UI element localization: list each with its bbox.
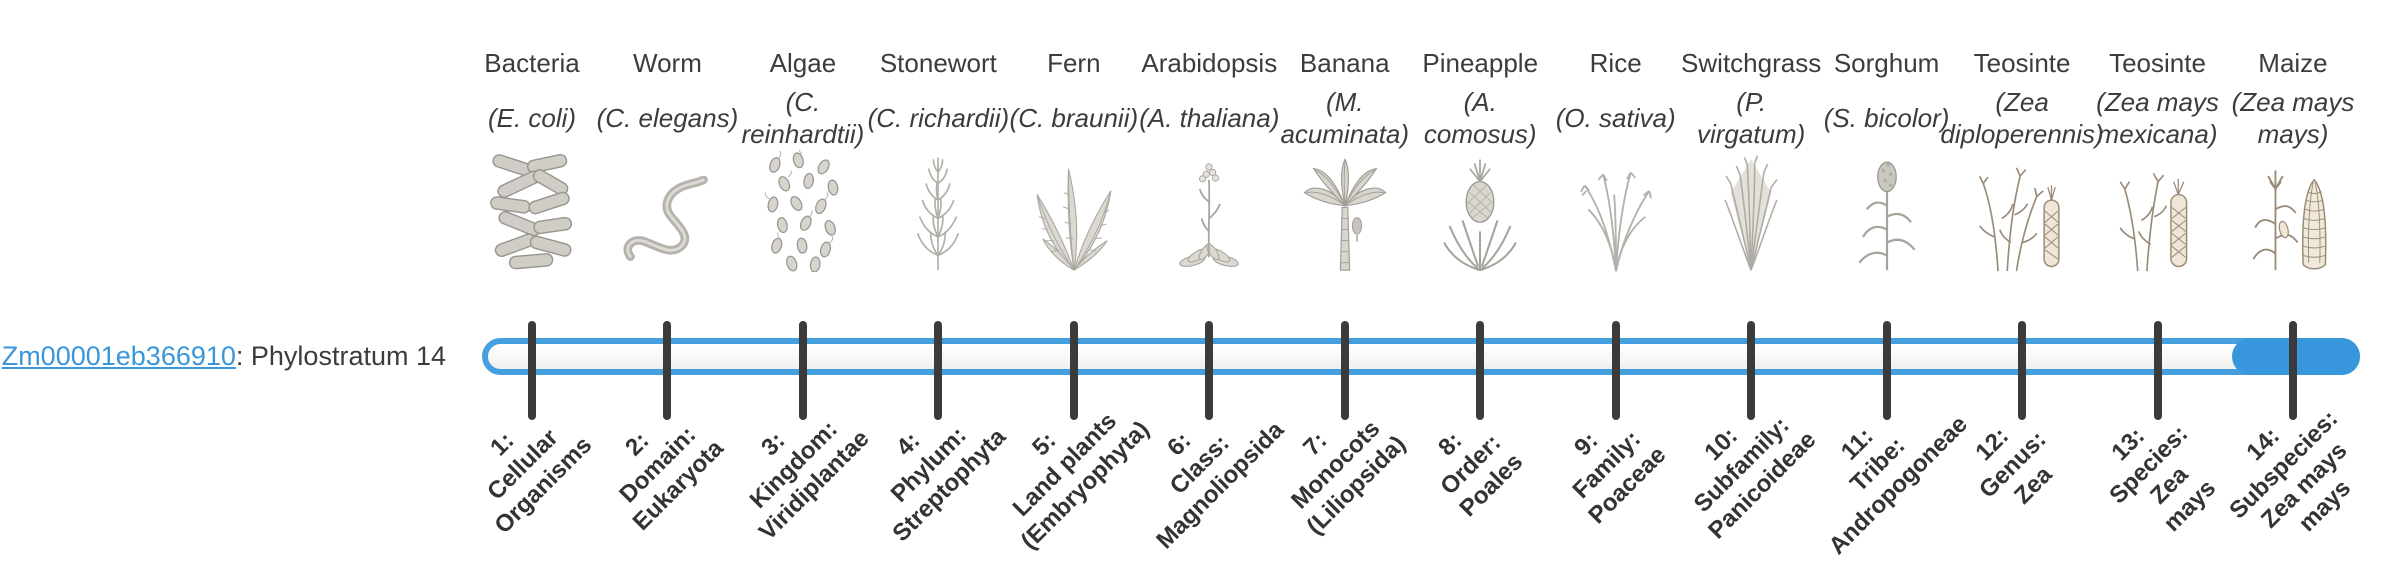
phylostratum-tick — [1069, 321, 1078, 420]
species-common-name: Arabidopsis — [1141, 48, 1278, 78]
species-common-name: Algae — [769, 48, 837, 78]
species-scientific-name: (E. coli) — [432, 84, 632, 152]
species-common-name: Sorghum — [1833, 48, 1940, 78]
species-scientific-name-line: (C. braunii) — [1009, 103, 1139, 133]
species-scientific-name-line: (M. — [1325, 87, 1364, 117]
phylostratum-tick — [663, 321, 672, 420]
species-common-name: Bacteria — [484, 48, 580, 78]
species-common-name: Worm — [633, 48, 702, 78]
pineapple-icon — [1414, 146, 1546, 272]
species-scientific-name-line: virgatum) — [1696, 119, 1806, 149]
species-common-name: Teosinte — [2109, 48, 2206, 78]
phylostratum-tick — [798, 321, 807, 420]
species-scientific-name-line: mays) — [2257, 119, 2329, 149]
switchgrass-icon — [1685, 146, 1817, 272]
species-scientific-name: (C. richardii) — [838, 84, 1038, 152]
species-common-name: Rice — [1589, 48, 1642, 78]
stonewort-icon — [872, 146, 1004, 272]
phylostratum-label: : Phylostratum 14 — [235, 340, 446, 371]
phylostratum-tick — [1611, 321, 1620, 420]
species-scientific-name-line: (E. coli) — [487, 103, 577, 133]
species-scientific-name-line: (S. bicolor) — [1823, 103, 1950, 133]
species-scientific-name-line: (Zea mays — [2231, 87, 2355, 117]
species-scientific-name-line: (Zea — [1995, 87, 2049, 117]
fern-icon — [1008, 146, 1140, 272]
algae-icon — [737, 146, 869, 272]
species-scientific-name-line: (P. — [1736, 87, 1767, 117]
gene-label-row: Zm00001eb366910: Phylostratum 14 — [2, 336, 446, 376]
phylostratum-tick — [1882, 321, 1891, 420]
phylostratum-tick — [934, 321, 943, 420]
species-scientific-name: (Zea diploperennis) — [1922, 84, 2122, 152]
species-scientific-name: (S. bicolor) — [1787, 84, 1987, 152]
species-common-name: Banana — [1299, 48, 1390, 78]
species-scientific-name: (C. elegans) — [567, 84, 767, 152]
species-scientific-name: (O. sativa) — [1516, 84, 1716, 152]
species-scientific-name-line: (Zea mays — [2096, 87, 2219, 117]
species-scientific-name: (Zea mays mexicana) — [2058, 84, 2258, 152]
teosinte-mexicana-icon — [2092, 146, 2224, 272]
species-scientific-name-line: (C. richardii) — [867, 103, 1010, 133]
species-common-name: Stonewort — [879, 48, 997, 78]
bacteria-icon — [466, 146, 598, 272]
banana-icon — [1279, 146, 1411, 272]
species-scientific-name-line: mexicana) — [2097, 119, 2218, 149]
species-scientific-name-line: comosus) — [1423, 119, 1537, 149]
species-common-name: Pineapple — [1422, 48, 1539, 78]
species-scientific-name: (Zea mays mays) — [2193, 84, 2393, 152]
species-common-name: Maize — [2258, 48, 2328, 78]
teosinte-diploperennis-icon — [1956, 146, 2088, 272]
species-common-name: Teosinte — [1973, 48, 2071, 78]
phylostratum-tick — [1205, 321, 1214, 420]
species-scientific-name-line: (C. — [785, 87, 821, 117]
species-common-name: Switchgrass — [1681, 48, 1822, 78]
phylostratum-tick — [528, 321, 536, 420]
arabidopsis-icon — [1143, 146, 1275, 272]
phylostratum-bar-track — [482, 338, 2360, 375]
species-scientific-name: (C. braunii) — [974, 84, 1174, 152]
gene-id-link[interactable]: Zm00001eb366910 — [1, 340, 236, 371]
phylostratum-tick — [1476, 321, 1485, 420]
phylostratum-tick — [2288, 321, 2297, 420]
sorghum-icon — [1821, 146, 1953, 272]
phylostratum-tick — [2153, 321, 2162, 420]
species-scientific-name-line: (A. thaliana) — [1139, 103, 1280, 133]
species-scientific-name-line: acuminata) — [1280, 119, 1410, 149]
rice-icon — [1550, 146, 1682, 272]
species-scientific-name: (M. acuminata) — [1245, 84, 1445, 152]
species-scientific-name-line: reinhardtii) — [741, 119, 865, 149]
species-scientific-name: (A. comosus) — [1380, 84, 1580, 152]
phylostratum-tick — [1747, 321, 1756, 420]
worm-icon — [601, 146, 733, 272]
species-common-name: Fern — [1047, 48, 1101, 78]
species-scientific-name: (P. virgatum) — [1651, 84, 1851, 152]
species-scientific-name-line: (C. elegans) — [596, 103, 739, 133]
species-scientific-name-line: (O. sativa) — [1555, 103, 1676, 133]
species-scientific-name: (A. thaliana) — [1109, 84, 1309, 152]
species-scientific-name-line: (A. — [1463, 87, 1497, 117]
species-scientific-name: (C. reinhardtii) — [703, 84, 903, 152]
species-scientific-name-line: diploperennis) — [1940, 119, 2104, 149]
phylostratum-tick — [1340, 321, 1349, 420]
phylostratum-tick — [2018, 321, 2027, 420]
maize-icon — [2227, 146, 2359, 272]
